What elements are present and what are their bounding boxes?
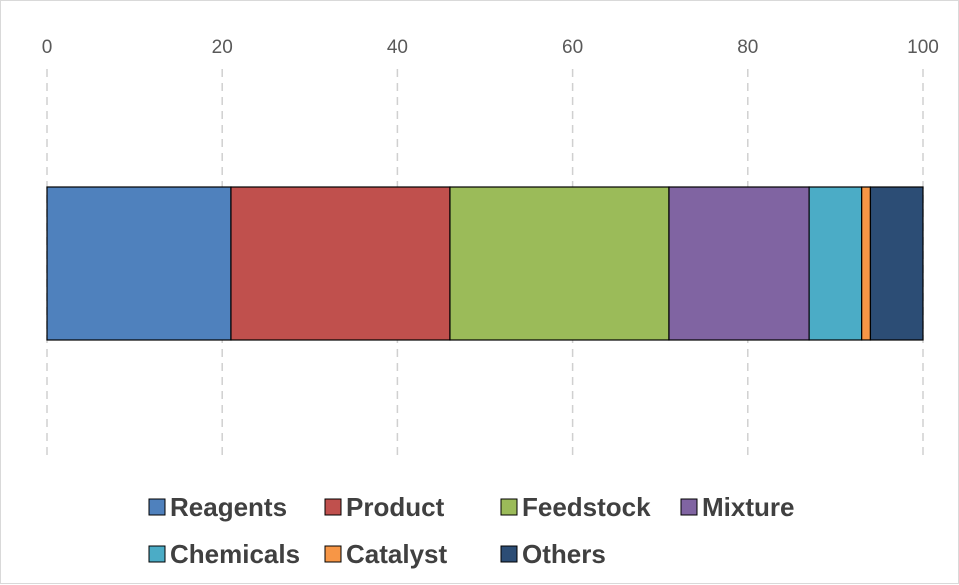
legend-swatch-feedstock [500,498,518,516]
legend-swatch-mixture [680,498,698,516]
bar-segment-mixture [668,186,810,341]
legend-swatch-reagents [148,498,166,516]
x-tick-label: 20 [212,37,233,58]
legend-label-others: Others [522,539,606,569]
legend: Reagents Product Feedstock Mixture Chemicals… [148,492,794,569]
legend-swatch-chemicals [148,545,166,563]
bar-segment-others [869,186,924,341]
x-tick-label: 0 [42,37,53,58]
x-axis-tick-labels: 0 20 40 60 80 100 [42,37,939,58]
bar-segments [46,186,924,341]
x-tick-label: 60 [562,37,583,58]
bar-segment-product [230,186,451,341]
bar-segment-reagents [46,186,232,341]
legend-label-reagents: Reagents [170,492,287,522]
legend-label-chemicals: Chemicals [170,539,300,569]
bar-segment-feedstock [449,186,670,341]
x-tick-label: 100 [907,37,939,58]
bar-segment-catalyst [861,186,872,341]
grid-lines [46,69,924,457]
bar-segment-chemicals [808,186,863,341]
legend-swatch-others [500,545,518,563]
legend-label-mixture: Mixture [702,492,794,522]
legend-label-feedstock: Feedstock [522,492,651,522]
legend-label-product: Product [346,492,445,522]
x-tick-label: 40 [387,37,408,58]
x-tick-label: 80 [737,37,758,58]
legend-label-catalyst: Catalyst [346,539,447,569]
legend-swatch-catalyst [324,545,342,563]
legend-swatch-product [324,498,342,516]
